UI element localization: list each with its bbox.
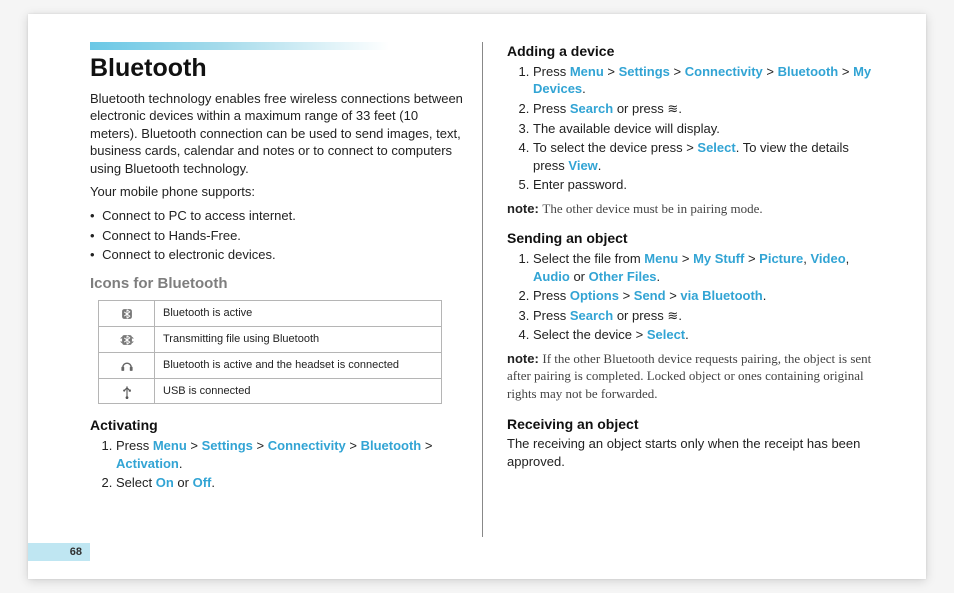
note-pairing-request: note: If the other Bluetooth device requ… — [507, 350, 881, 403]
table-row: Bluetooth is active — [99, 300, 442, 326]
menu-link: Activation — [116, 456, 179, 471]
step-item: Select On or Off. — [116, 474, 464, 492]
adding-device-heading: Adding a device — [507, 42, 881, 61]
table-row: Transmitting file using Bluetooth — [99, 326, 442, 352]
step-item: Select the file from Menu > My Stuff > P… — [533, 250, 881, 285]
step-item: Press Search or press ≋. — [533, 307, 881, 325]
intro-paragraph: Bluetooth technology enables free wirele… — [90, 90, 464, 178]
wave-icon: ≋ — [667, 308, 678, 323]
supports-label: Your mobile phone supports: — [90, 183, 464, 201]
section-title: Bluetooth — [90, 52, 464, 86]
page-number: 68 — [70, 546, 82, 558]
step-item: The available device will display. — [533, 120, 881, 138]
bluetooth-icons-table: Bluetooth is active Transmitting file us… — [98, 300, 442, 405]
two-column-layout: Bluetooth Bluetooth technology enables f… — [90, 42, 881, 537]
right-column: Adding a device Press Menu > Settings > … — [482, 42, 881, 537]
wave-icon: ≋ — [667, 101, 678, 116]
menu-link: Menu — [153, 438, 187, 453]
menu-link: Off — [193, 475, 212, 490]
step-item: Select the device > Select. — [533, 326, 881, 344]
bluetooth-headset-icon — [99, 352, 155, 378]
sending-object-heading: Sending an object — [507, 229, 881, 248]
adding-device-steps: Press Menu > Settings > Connectivity > B… — [507, 63, 881, 194]
manual-page: 68 Bluetooth Bluetooth technology enable… — [28, 14, 926, 579]
list-item: Connect to electronic devices. — [90, 246, 464, 264]
bluetooth-transmit-icon — [99, 326, 155, 352]
icon-description: Transmitting file using Bluetooth — [155, 326, 442, 352]
menu-link: Connectivity — [268, 438, 346, 453]
menu-link: Bluetooth — [361, 438, 422, 453]
title-accent-bar — [90, 42, 464, 50]
menu-link: Settings — [202, 438, 253, 453]
activating-heading: Activating — [90, 416, 464, 435]
receiving-object-heading: Receiving an object — [507, 415, 881, 434]
note-pairing-mode: note: The other device must be in pairin… — [507, 200, 881, 218]
left-column: Bluetooth Bluetooth technology enables f… — [90, 42, 482, 537]
receiving-object-text: The receiving an object starts only when… — [507, 435, 881, 470]
sending-object-steps: Select the file from Menu > My Stuff > P… — [507, 250, 881, 344]
bluetooth-active-icon — [99, 300, 155, 326]
supports-list: Connect to PC to access internet. Connec… — [90, 207, 464, 264]
table-row: Bluetooth is active and the headset is c… — [99, 352, 442, 378]
step-item: Press Menu > Settings > Connectivity > B… — [116, 437, 464, 472]
list-item: Connect to Hands-Free. — [90, 227, 464, 245]
icon-description: Bluetooth is active — [155, 300, 442, 326]
step-item: To select the device press > Select. To … — [533, 139, 881, 174]
step-item: Press Options > Send > via Bluetooth. — [533, 287, 881, 305]
menu-link: On — [156, 475, 174, 490]
step-item: Enter password. — [533, 176, 881, 194]
usb-icon — [99, 378, 155, 404]
list-item: Connect to PC to access internet. — [90, 207, 464, 225]
page-number-strip: 68 — [28, 543, 90, 561]
icon-description: Bluetooth is active and the headset is c… — [155, 352, 442, 378]
icon-description: USB is connected — [155, 378, 442, 404]
table-row: USB is connected — [99, 378, 442, 404]
step-item: Press Search or press ≋. — [533, 100, 881, 118]
icons-heading: Icons for Bluetooth — [90, 274, 464, 294]
activating-steps: Press Menu > Settings > Connectivity > B… — [90, 437, 464, 492]
step-item: Press Menu > Settings > Connectivity > B… — [533, 63, 881, 98]
